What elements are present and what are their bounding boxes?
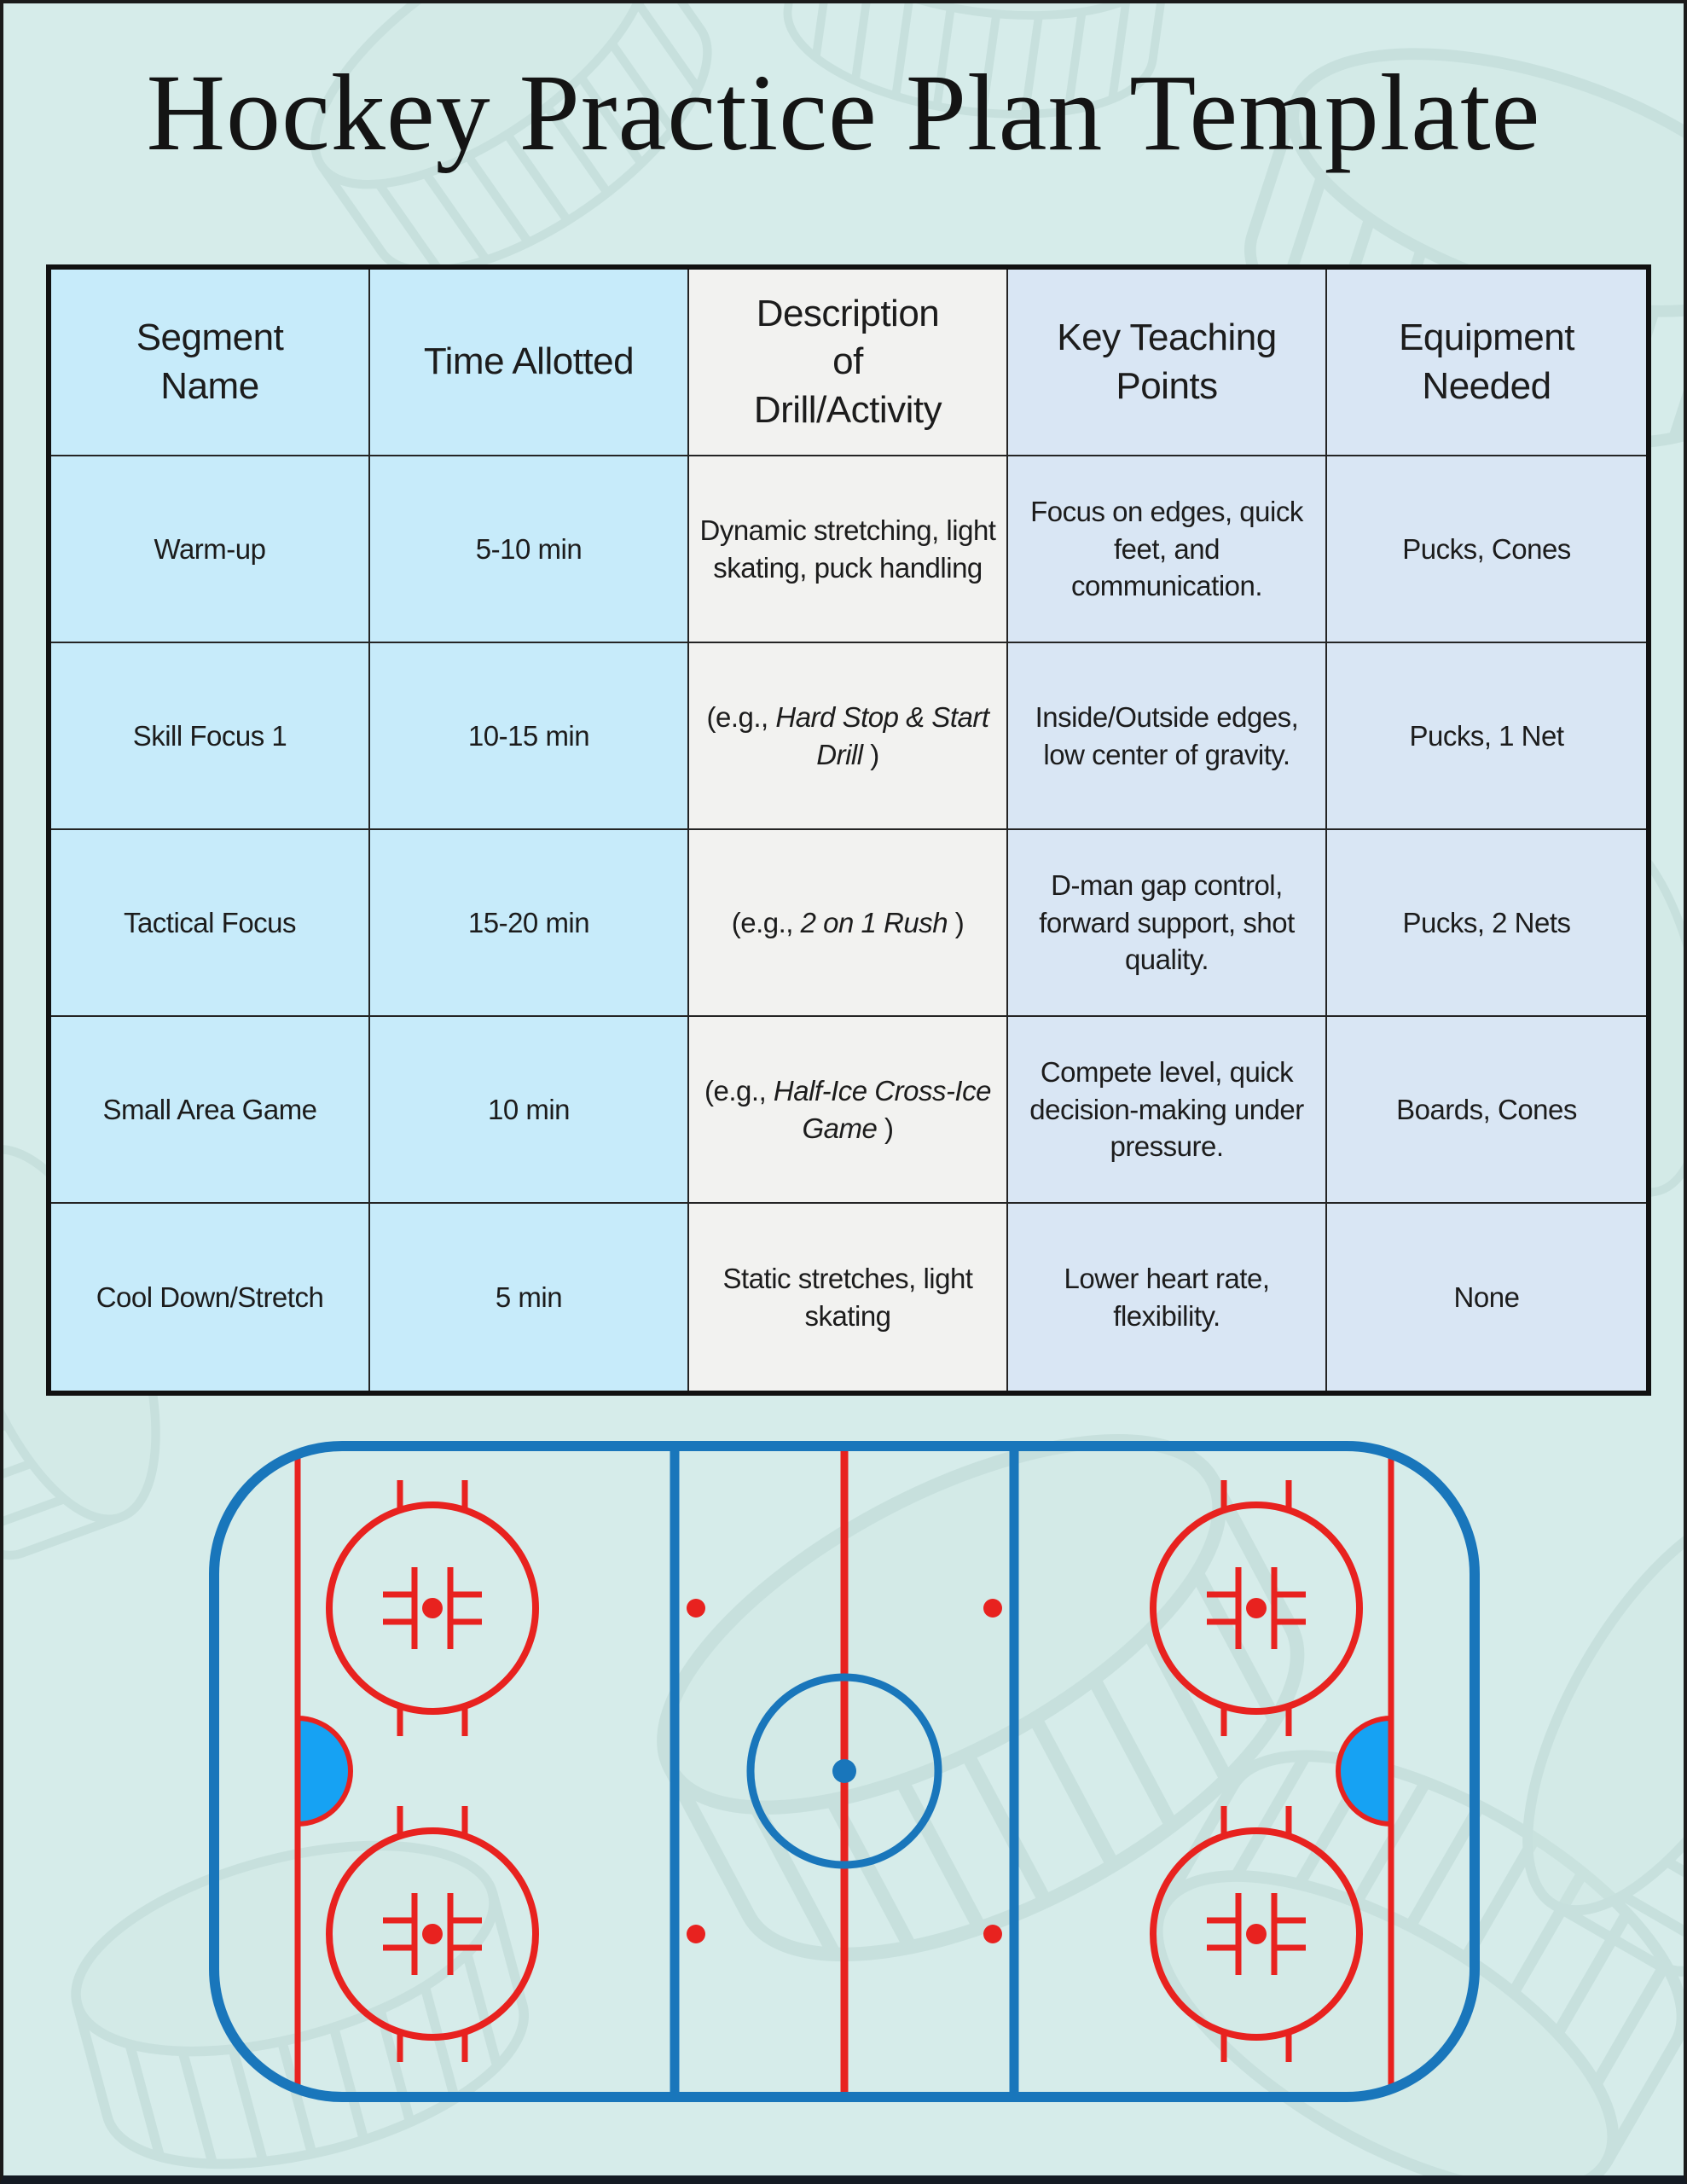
cell-equipment: Boards, Cones — [1327, 1017, 1646, 1204]
cell-description: Static stretches, light skating — [689, 1204, 1008, 1391]
cell-time: 10-15 min — [370, 643, 689, 830]
description-text: (e.g., 2 on 1 Rush ) — [731, 906, 965, 938]
description-text: (e.g., Half-Ice Cross-Ice Game ) — [704, 1074, 991, 1144]
cell-time: 5-10 min — [370, 456, 689, 643]
cell-teaching: Compete level, quick decision-making und… — [1008, 1017, 1327, 1204]
cell-time: 15-20 min — [370, 830, 689, 1017]
hockey-rink-diagram — [209, 1441, 1480, 2102]
header-cell-time-allotted: Time Allotted — [370, 270, 689, 456]
cell-segment: Warm-up — [51, 456, 370, 643]
cell-description: (e.g., Hard Stop & Start Drill ) — [689, 643, 1008, 830]
cell-time: 5 min — [370, 1204, 689, 1391]
cell-description: (e.g., Half-Ice Cross-Ice Game ) — [689, 1017, 1008, 1204]
cell-time: 10 min — [370, 1017, 689, 1204]
practice-plan-table: Segment Name Time Allotted Description o… — [46, 264, 1651, 1396]
cell-equipment: None — [1327, 1204, 1646, 1391]
header-cell-equipment: Equipment Needed — [1327, 270, 1646, 456]
cell-teaching: Focus on edges, quick feet, and communic… — [1008, 456, 1327, 643]
cell-equipment: Pucks, 2 Nets — [1327, 830, 1646, 1017]
cell-equipment: Pucks, Cones — [1327, 456, 1646, 643]
cell-segment: Skill Focus 1 — [51, 643, 370, 830]
header-cell-segment-name: Segment Name — [51, 270, 370, 456]
cell-description: (e.g., 2 on 1 Rush ) — [689, 830, 1008, 1017]
header-cell-description: Description of Drill/Activity — [689, 270, 1008, 456]
cell-segment: Cool Down/Stretch — [51, 1204, 370, 1391]
cell-teaching: Lower heart rate, flexibility. — [1008, 1204, 1327, 1391]
description-text: Static stretches, light skating — [722, 1262, 973, 1332]
cell-teaching: D-man gap control, forward support, shot… — [1008, 830, 1327, 1017]
description-text: Dynamic stretching, light skating, puck … — [699, 514, 996, 584]
cell-equipment: Pucks, 1 Net — [1327, 643, 1646, 830]
cell-teaching: Inside/Outside edges, low center of grav… — [1008, 643, 1327, 830]
cell-segment: Tactical Focus — [51, 830, 370, 1017]
description-text: (e.g., Hard Stop & Start Drill ) — [706, 700, 990, 770]
page-title: Hockey Practice Plan Template — [146, 52, 1541, 173]
center-faceoff-dot — [832, 1759, 856, 1783]
header-cell-teaching-points: Key Teaching Points — [1008, 270, 1327, 456]
cell-segment: Small Area Game — [51, 1017, 370, 1204]
cell-description: Dynamic stretching, light skating, puck … — [689, 456, 1008, 643]
